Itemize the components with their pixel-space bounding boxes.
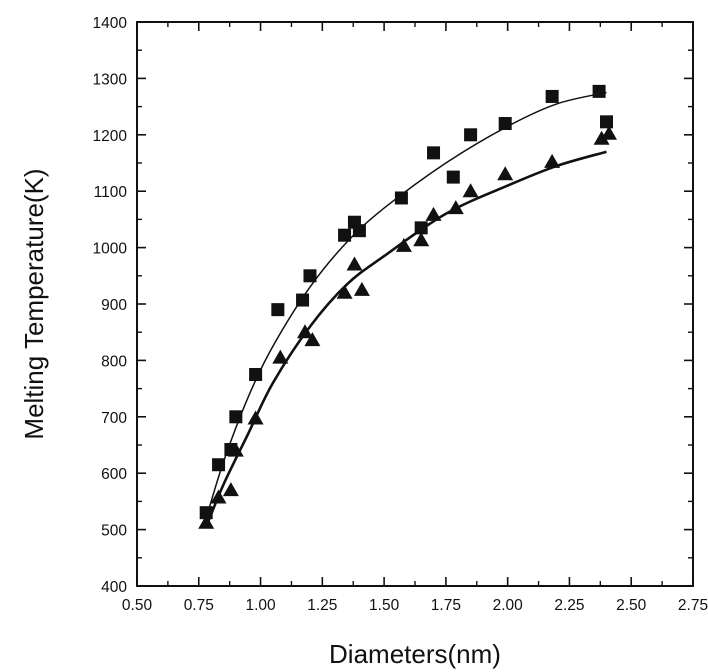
x-tick-label: 1.25 <box>307 597 337 614</box>
triangle-marker <box>227 442 244 457</box>
square-marker <box>271 303 285 317</box>
y-tick-label: 500 <box>101 523 127 540</box>
y-tick-label: 1100 <box>94 184 128 201</box>
square-marker <box>592 84 606 98</box>
square-marker <box>545 89 559 103</box>
x-tick-label: 2.25 <box>554 597 584 614</box>
square-marker <box>199 506 213 520</box>
square-marker <box>249 368 263 381</box>
fit-curve-square <box>205 91 607 519</box>
x-tick-label: 2.50 <box>616 597 647 614</box>
y-tick-label: 400 <box>101 579 127 596</box>
square-marker <box>229 410 243 424</box>
triangle-marker <box>198 514 215 529</box>
axis-ticks: 0.50 0.75 1.00 1.25 1.50 1.75 2.00 2.25 2.50 2.75… <box>93 15 708 614</box>
x-tick-label: 2.75 <box>678 597 708 614</box>
triangle-marker <box>544 153 561 168</box>
triangle-marker <box>593 130 610 145</box>
square-marker <box>498 117 512 131</box>
y-tick-label: 600 <box>101 466 127 483</box>
triangle-marker <box>395 237 412 252</box>
y-tick-label: 1200 <box>93 128 128 145</box>
x-tick-label: 0.50 <box>122 597 153 614</box>
y-tick-label: 900 <box>101 297 127 314</box>
x-tick-label: 0.75 <box>184 597 214 614</box>
y-tick-label: 700 <box>101 410 127 427</box>
triangle-marker <box>346 256 363 271</box>
triangle-marker <box>353 281 370 296</box>
y-tick-label: 1300 <box>93 71 128 88</box>
triangle-marker <box>601 125 617 140</box>
data-points <box>198 84 617 529</box>
x-axis-title: Diameters(nm) <box>329 639 501 669</box>
triangle-marker <box>425 206 442 221</box>
y-tick-label: 1000 <box>93 241 128 258</box>
square-marker <box>600 115 614 129</box>
x-tick-label: 2.00 <box>493 597 524 614</box>
x-tick-label: 1.50 <box>369 597 400 614</box>
triangle-marker <box>247 410 264 425</box>
triangle-marker <box>272 349 289 364</box>
triangle-marker <box>222 482 239 497</box>
square-marker <box>427 146 441 160</box>
x-tick-label: 1.00 <box>245 597 276 614</box>
square-marker <box>414 221 428 235</box>
triangle-marker <box>497 166 514 181</box>
y-axis-title: Melting Temperature(K) <box>19 168 49 439</box>
square-marker <box>446 170 460 184</box>
triangle-marker <box>210 489 227 504</box>
fit-curve-triangle <box>204 150 607 528</box>
square-marker <box>464 128 478 142</box>
fit-curves <box>204 91 607 528</box>
triangle-marker <box>336 284 353 299</box>
square-marker <box>352 224 366 238</box>
square-marker <box>212 458 226 472</box>
square-marker <box>394 191 408 205</box>
square-marker <box>338 228 352 242</box>
triangle-marker <box>462 183 479 198</box>
square-marker <box>303 269 317 283</box>
triangle-marker <box>297 324 313 339</box>
x-tick-label: 1.75 <box>431 597 461 614</box>
y-tick-label: 1400 <box>93 15 128 32</box>
triangle-marker <box>413 232 430 247</box>
y-tick-label: 800 <box>101 353 127 370</box>
triangle-marker <box>304 332 321 347</box>
triangle-marker <box>447 200 464 215</box>
square-marker <box>296 293 310 307</box>
